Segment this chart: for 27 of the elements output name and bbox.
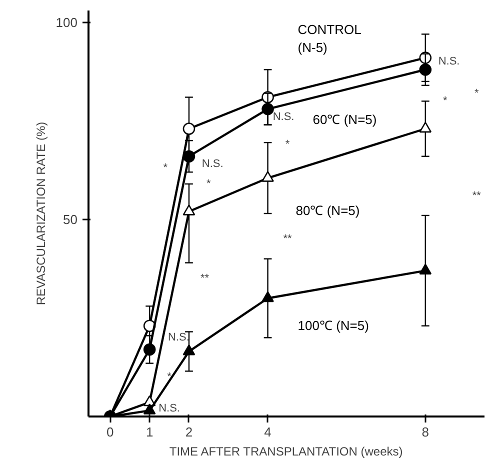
annotation: ** [472,190,482,202]
series-label: 100℃ (N=5) [298,318,369,334]
x-tick-label: 8 [422,424,430,440]
series-label: CONTROL (N-5) [298,22,362,56]
annotation: * [163,162,168,174]
annotation: * [285,138,290,151]
x-tick-label: 2 [185,424,193,440]
annotation: * [167,371,172,384]
x-tick-label: 4 [264,424,272,440]
annotation: N.S. [272,110,294,123]
x-axis-title: TIME AFTER TRANSPLANTATION (weeks) [169,444,403,458]
x-tick-label: 1 [146,424,154,440]
annotation: * [474,87,480,100]
annotation: N.S. [158,402,180,415]
annotation: * [442,95,448,108]
x-tick-label: 0 [106,424,114,440]
annotation: N.S. [168,332,190,344]
annotation: N.S. [438,56,460,68]
y-tick-label: 100 [56,14,78,30]
text: 80℃ (N=5) [296,203,360,218]
annotation: * [206,178,212,190]
series-label: 60℃ (N=5) [312,112,377,128]
annotation: ** [200,272,210,285]
annotation: N.S. [202,158,224,170]
y-tick-label: 50 [63,212,78,227]
y-axis-title: REVASCULARIZATION RATE (%) [34,122,48,306]
annotation: ** [283,233,292,246]
